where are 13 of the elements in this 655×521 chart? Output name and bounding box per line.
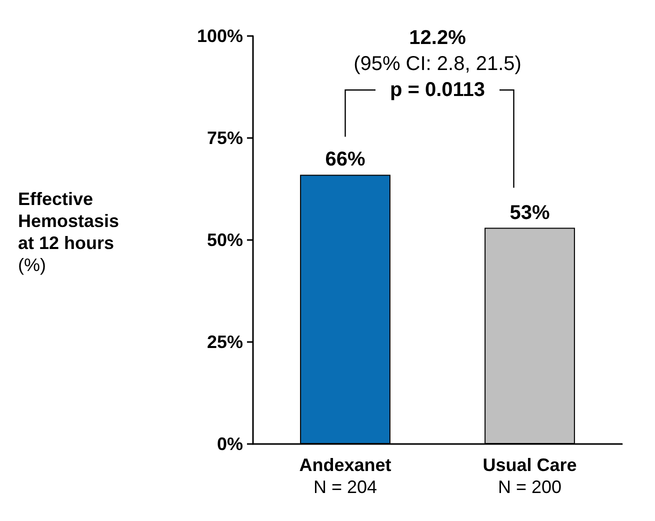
y-tick-label: 100% [196, 26, 243, 46]
annotation: p = 0.0113 [390, 79, 486, 101]
y-tick-label: 50% [206, 230, 243, 250]
y-axis-title: Effective Hemostasis at 12 hours (%) [18, 189, 120, 275]
x-tick-label: Andexanet N = 204 [299, 455, 392, 497]
x-tick-label: Usual Care N = 200 [482, 455, 577, 497]
y-tick-label: 75% [206, 128, 243, 148]
y-tick-label: 0% [216, 434, 243, 454]
annotation: (95% CI: 2.8, 21.5) [354, 53, 522, 75]
annotation: 12.2% [409, 27, 466, 49]
data-label: 66% [325, 148, 366, 171]
data-label: 53% [510, 202, 550, 224]
y-tick-label: 25% [206, 332, 243, 352]
